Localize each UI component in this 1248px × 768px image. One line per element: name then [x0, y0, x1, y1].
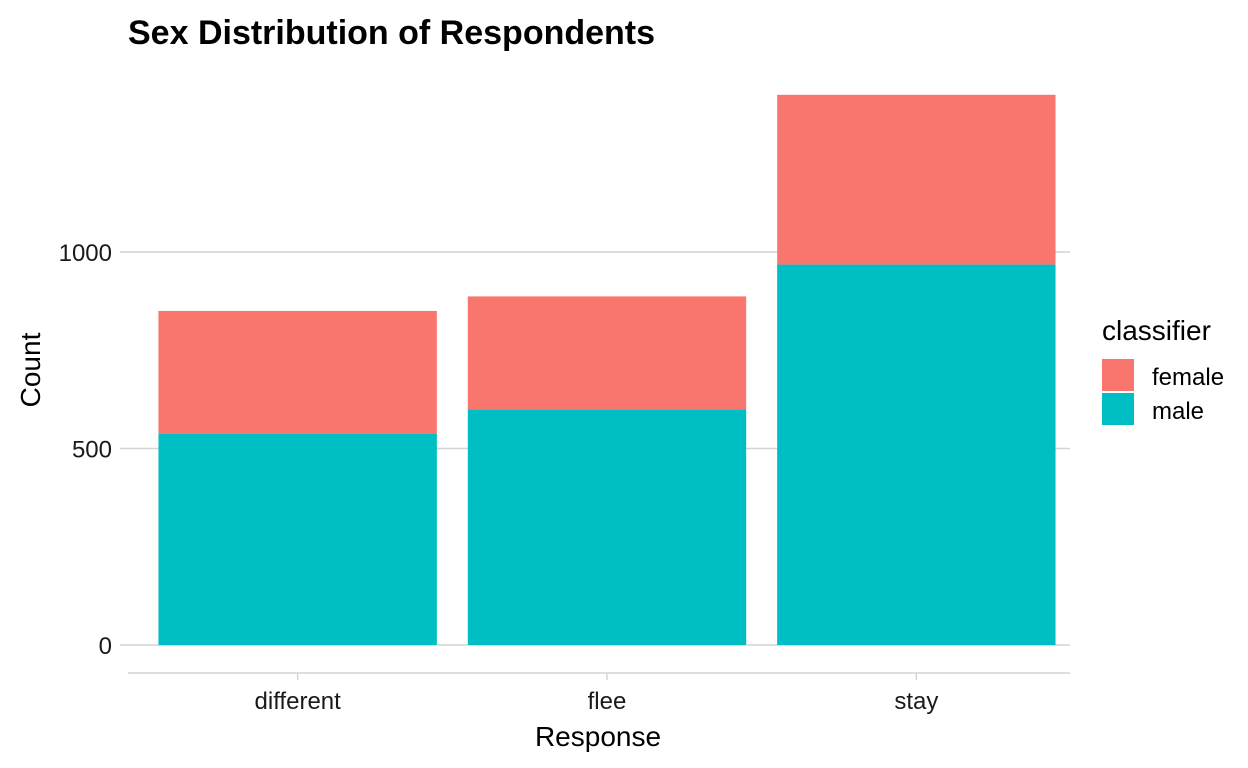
x-axis-ticks: different flee stay: [255, 688, 939, 715]
y-tick-label: 500: [72, 437, 112, 464]
x-tick-label: different: [255, 688, 342, 715]
y-tick-label: 1000: [59, 240, 112, 267]
legend-title: classifier: [1102, 315, 1211, 346]
x-tick-label: stay: [894, 688, 938, 715]
bars: [158, 94, 1056, 645]
y-axis-title: Count: [15, 332, 46, 407]
x-axis-title: Response: [535, 721, 661, 752]
bar-stay-male: [777, 264, 1056, 645]
y-tick-label: 0: [99, 633, 112, 660]
bar-flee-male: [467, 409, 747, 645]
bar-stay-female: [777, 94, 1056, 265]
legend-label-male: male: [1152, 398, 1204, 425]
chart-title: Sex Distribution of Respondents: [128, 14, 655, 52]
legend: classifier female male: [1102, 315, 1224, 425]
legend-items: female male: [1102, 359, 1224, 425]
legend-swatch-male: [1102, 393, 1134, 425]
y-axis-ticks: 0 500 1000: [59, 240, 112, 660]
bar-flee-female: [467, 296, 747, 410]
legend-swatch-female: [1102, 359, 1134, 391]
bar-different-female: [158, 310, 437, 434]
bar-different-male: [158, 433, 437, 645]
x-tick-label: flee: [588, 688, 627, 715]
legend-label-female: female: [1152, 364, 1224, 391]
